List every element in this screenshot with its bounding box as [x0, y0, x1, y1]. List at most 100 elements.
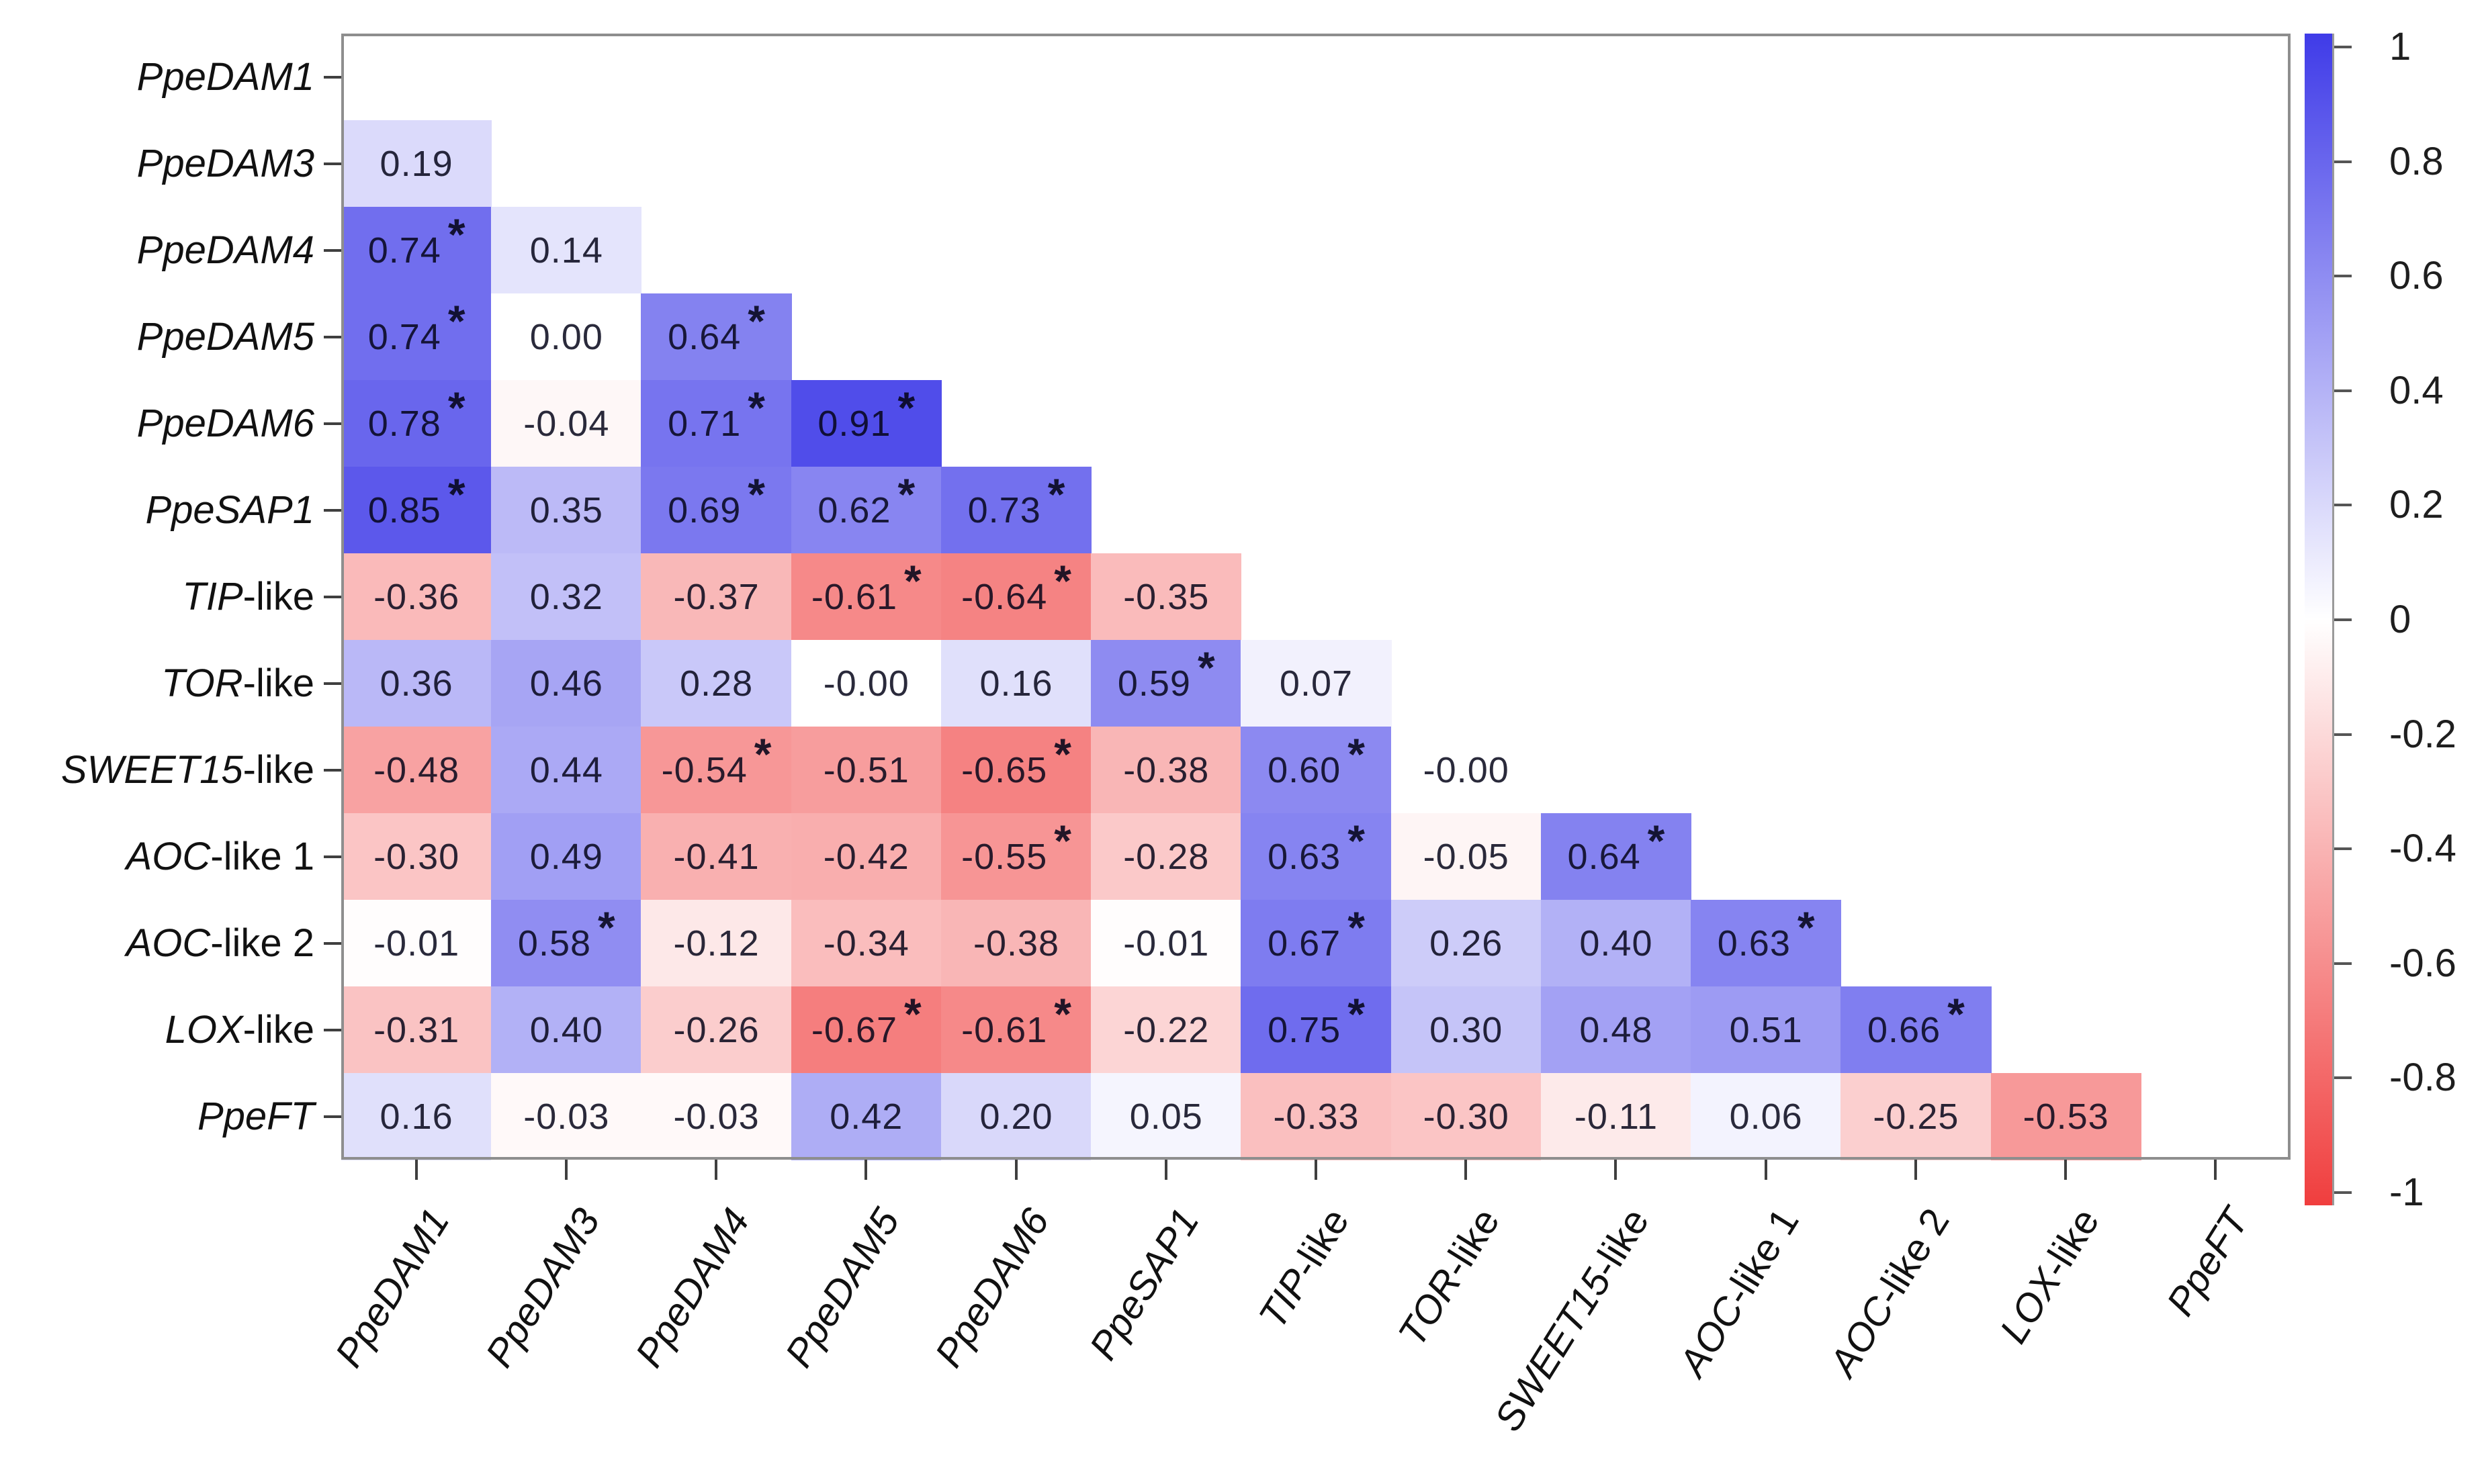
gene-name-italic: PpeDAM6 — [926, 1201, 1058, 1375]
cell-value: -0.53 — [2023, 1097, 2109, 1137]
cell-value: -0.30 — [1423, 1097, 1509, 1137]
row-label: PpeDAM3 — [137, 137, 314, 191]
cell-value: -0.26 — [673, 1010, 760, 1050]
matrix-cell: -0.03 — [641, 1073, 792, 1160]
matrix-cell: 0.63 * — [1241, 813, 1392, 900]
row-label: AOC-like 2 — [126, 917, 314, 970]
cell-value: -0.41 — [673, 837, 760, 877]
cell-value: -0.38 — [1123, 750, 1210, 790]
matrix-cell: 0.85 * — [341, 467, 492, 554]
matrix-cell: -0.61 * — [940, 986, 1092, 1074]
matrix-cell: -0.36 — [341, 553, 492, 641]
significance-asterisk: * — [447, 296, 465, 346]
cell-value: -0.28 — [1123, 837, 1210, 877]
cell-value: -0.65 — [961, 750, 1048, 790]
matrix-cell: 0.67 * — [1241, 900, 1392, 987]
row-label: PpeFT — [197, 1090, 314, 1144]
cell-value: 0.62 — [817, 490, 891, 530]
row-label: PpeDAM6 — [137, 397, 314, 451]
gene-name-italic: PpeDAM4 — [627, 1201, 758, 1375]
cell-value: -0.01 — [373, 923, 460, 964]
matrix-cell: 0.28 — [641, 640, 792, 727]
matrix-cell: 0.49 — [491, 813, 642, 900]
matrix-cell: 0.20 — [940, 1073, 1092, 1160]
cell-value: 0.59 — [1117, 663, 1191, 704]
significance-asterisk: * — [447, 469, 465, 519]
colorbar-tick — [2334, 504, 2352, 507]
significance-asterisk: * — [447, 210, 465, 259]
matrix-cell: -0.65 * — [940, 727, 1092, 814]
column-label: AOC-like 1 — [1671, 1201, 1808, 1383]
gene-name-italic: PpeDAM6 — [136, 401, 314, 445]
cell-value: 0.51 — [1729, 1010, 1803, 1050]
matrix-cell: 0.69 * — [641, 467, 792, 554]
cell-value: 0.60 — [1268, 750, 1341, 790]
matrix-cell: -0.34 — [791, 900, 942, 987]
matrix-cell: 0.64 * — [641, 293, 792, 381]
significance-asterisk: * — [897, 383, 916, 432]
cell-value: -0.34 — [823, 923, 910, 964]
cell-value: 0.14 — [529, 230, 603, 271]
colorbar-tick-label: 0.6 — [2389, 254, 2444, 298]
y-axis-tick — [324, 508, 341, 512]
gene-name-italic: PpeDAM5 — [777, 1201, 908, 1375]
row-label: PpeDAM4 — [137, 224, 314, 277]
colorbar-tick — [2334, 1191, 2352, 1194]
column-label: PpeDAM3 — [476, 1201, 609, 1375]
matrix-cell: 0.75 * — [1241, 986, 1392, 1074]
cell-value: 0.49 — [529, 837, 603, 877]
y-axis-tick — [324, 1115, 341, 1118]
row-label: TOR-like — [161, 657, 314, 710]
matrix-cell: -0.05 — [1390, 813, 1542, 900]
cell-value: -0.36 — [373, 577, 460, 617]
matrix-cell: -0.37 — [641, 553, 792, 641]
y-axis-tick — [324, 248, 341, 252]
cell-value: -0.25 — [1873, 1097, 1959, 1137]
cell-value: 0.05 — [1129, 1097, 1203, 1137]
y-axis-tick — [324, 162, 341, 165]
gene-name-suffix: -like 2 — [210, 921, 314, 965]
matrix-cell: 0.73 * — [940, 467, 1092, 554]
colorbar-tick-label: -0.2 — [2389, 712, 2456, 756]
matrix-cell: -0.28 — [1091, 813, 1242, 900]
cell-value: 0.63 — [1268, 837, 1341, 877]
x-axis-tick — [1464, 1160, 1468, 1180]
matrix-cell: 0.42 — [791, 1073, 942, 1160]
cell-value: -0.30 — [373, 837, 460, 877]
colorbar-tick-label: 0.4 — [2389, 368, 2444, 412]
cell-value: 0.36 — [380, 663, 453, 704]
matrix-cell: 0.78 * — [341, 380, 492, 467]
colorbar-tick-label: 0.8 — [2389, 139, 2444, 183]
gene-name-suffix: -like — [242, 661, 314, 705]
cell-value: 0.16 — [380, 1097, 453, 1137]
cell-value: 0.46 — [529, 663, 603, 704]
cell-value: -0.48 — [373, 750, 460, 790]
matrix-cell: 0.40 — [1540, 900, 1692, 987]
cell-value: 0.30 — [1429, 1010, 1503, 1050]
matrix-cell: 0.30 — [1390, 986, 1542, 1074]
matrix-cell: -0.31 — [341, 986, 492, 1074]
y-axis-tick — [324, 768, 341, 772]
significance-asterisk: * — [1347, 816, 1365, 866]
significance-asterisk: * — [1347, 989, 1365, 1039]
y-axis-tick — [324, 75, 341, 79]
colorbar-tick-label: 1 — [2389, 25, 2411, 68]
cell-value: -0.03 — [523, 1097, 610, 1137]
x-axis-tick — [1614, 1160, 1617, 1180]
matrix-cell: 0.32 — [491, 553, 642, 641]
gene-name-italic: PpeDAM3 — [476, 1201, 609, 1375]
cell-value: 0.26 — [1429, 923, 1503, 964]
significance-asterisk: * — [598, 902, 615, 952]
significance-asterisk: * — [1347, 729, 1365, 779]
matrix-cell: -0.30 — [1390, 1073, 1542, 1160]
cell-value: 0.44 — [529, 750, 603, 790]
row-label: TIP-like — [182, 570, 314, 624]
significance-asterisk: * — [447, 383, 465, 432]
cell-value: -0.12 — [673, 923, 760, 964]
cell-value: 0.16 — [979, 663, 1053, 704]
gene-name-suffix: -like 1 — [1715, 1201, 1808, 1313]
colorbar-tick — [2334, 618, 2352, 621]
matrix-cell: 0.05 — [1091, 1073, 1242, 1160]
colorbar-tick — [2334, 46, 2352, 48]
